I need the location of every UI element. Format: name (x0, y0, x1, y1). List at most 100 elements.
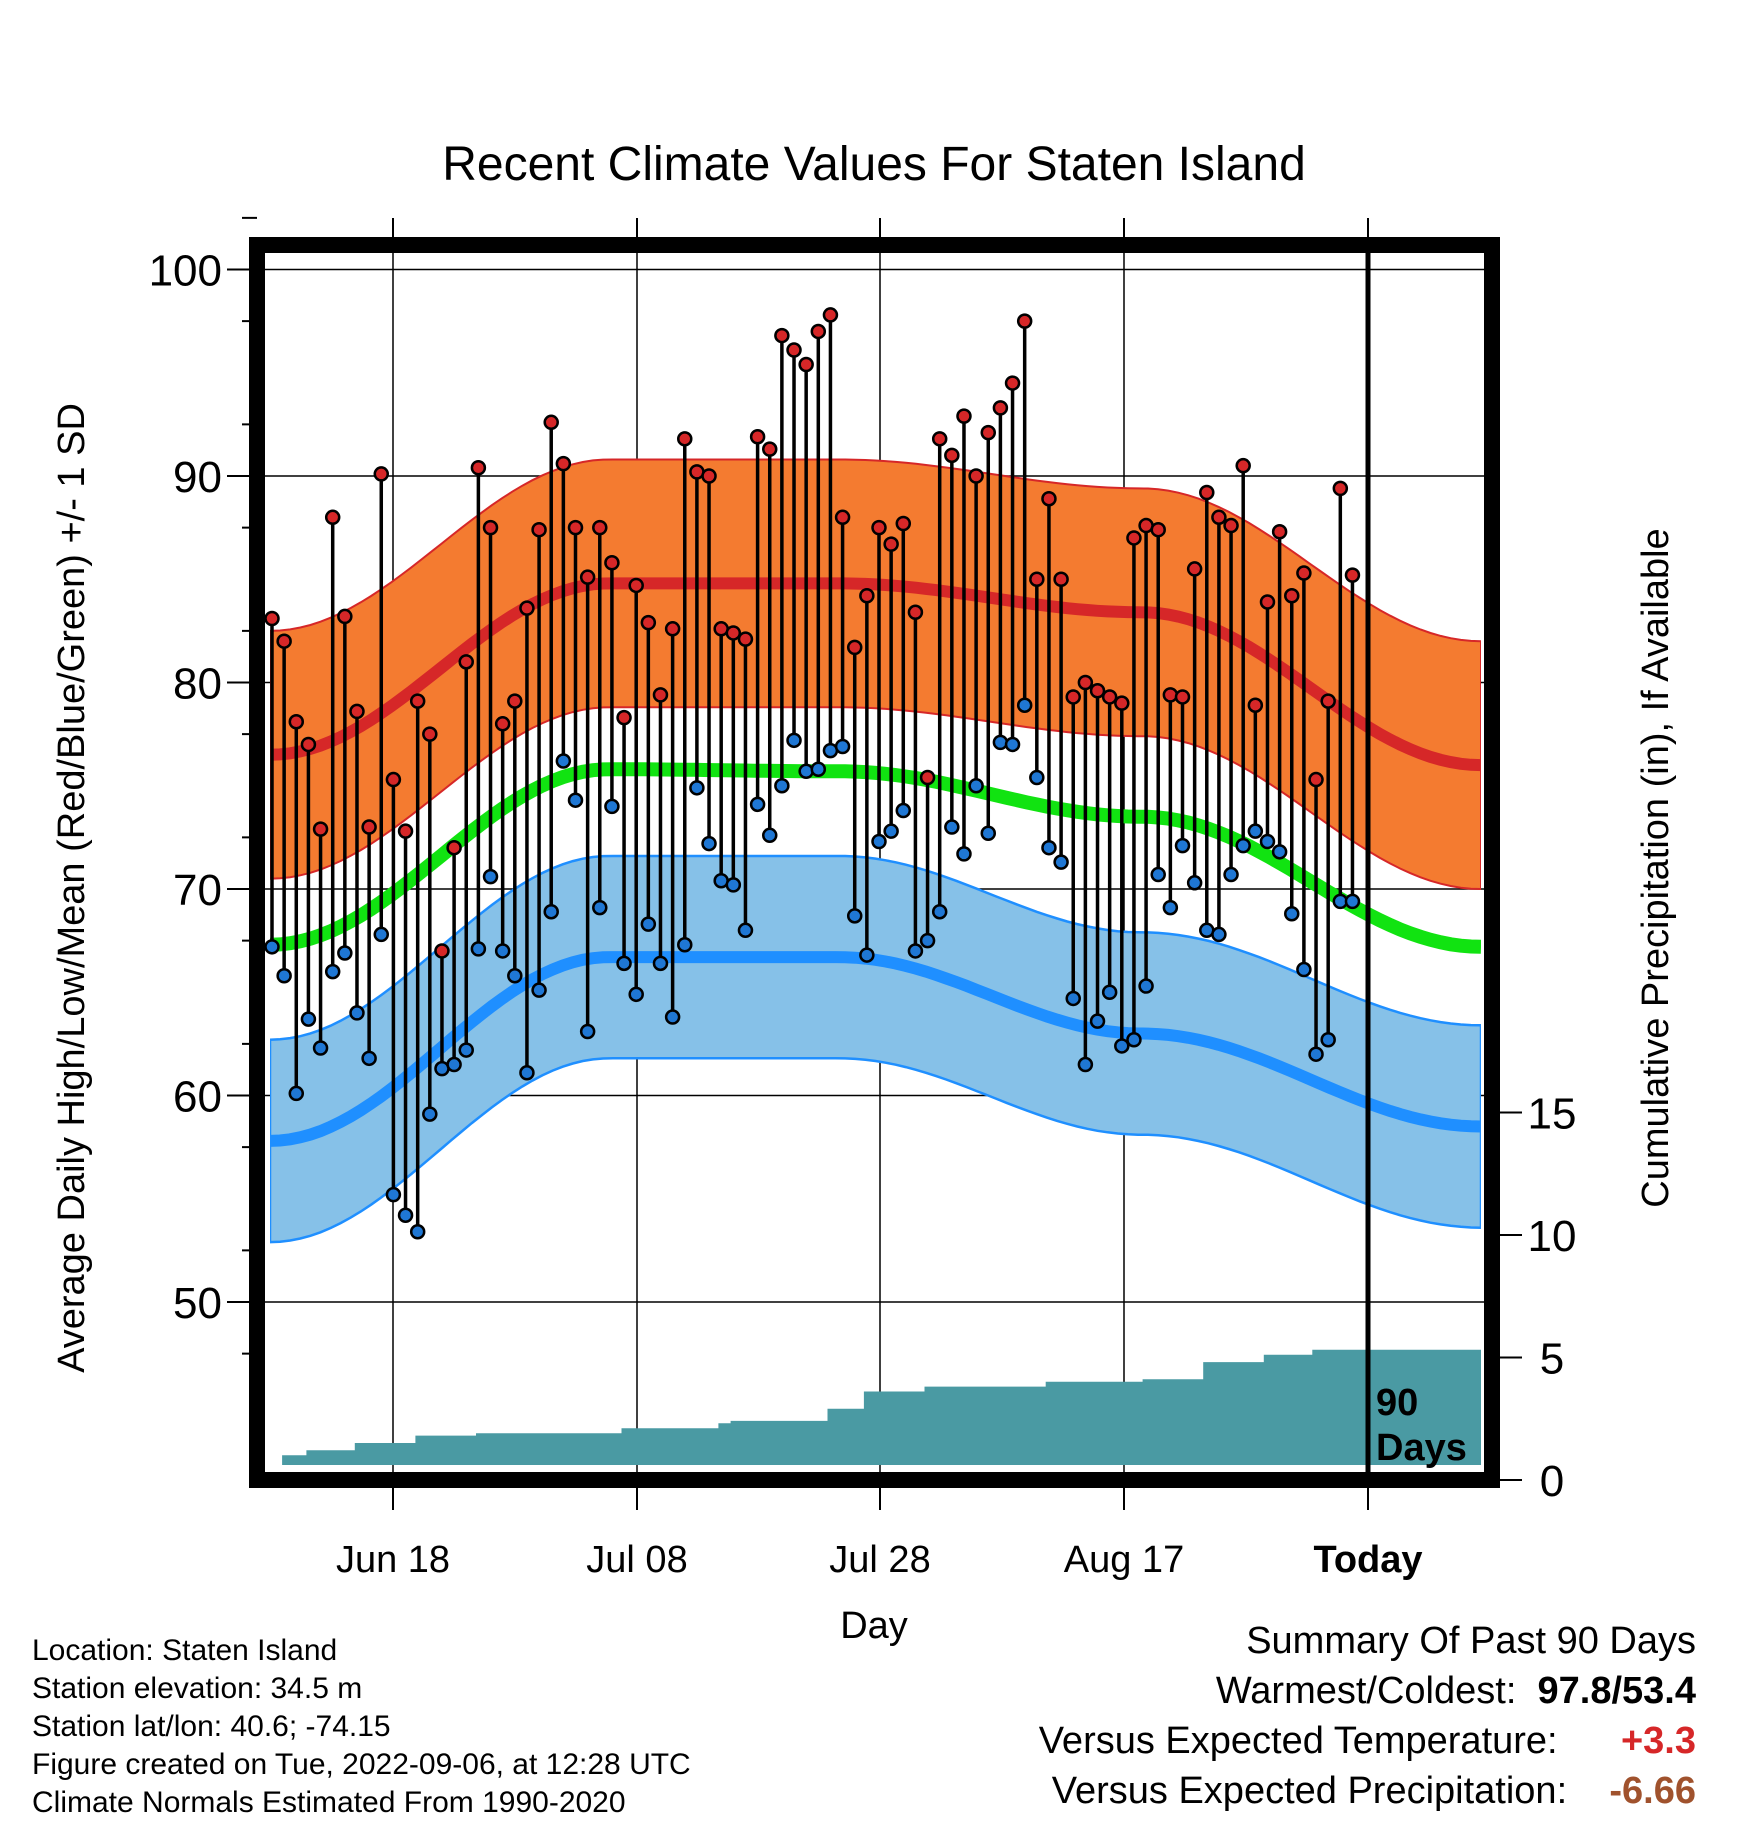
high-point (422, 726, 438, 742)
high-point (980, 424, 997, 441)
low-point (786, 732, 802, 749)
y-tick-label: 50 (173, 1279, 222, 1328)
high-point (846, 639, 863, 656)
summary-precip: Versus Expected Precipitation: -6.66 (1052, 1770, 1696, 1813)
low-point (871, 833, 887, 850)
high-point (616, 709, 632, 726)
high-point (919, 769, 936, 786)
low-point (616, 955, 632, 972)
high-point (409, 693, 426, 709)
high-point (1053, 571, 1069, 587)
low-point (507, 967, 523, 984)
y2-axis-label: Cumulative Precipitation (in), If Availa… (1635, 528, 1677, 1207)
high-point (361, 819, 377, 835)
low-point (604, 798, 620, 815)
low-point (264, 939, 280, 955)
x-tick-label: Jun 18 (336, 1539, 450, 1581)
low-point (349, 1005, 365, 1021)
low-point (664, 1009, 681, 1025)
low-point (737, 922, 754, 939)
high-point (871, 519, 887, 536)
low-point (1247, 823, 1264, 839)
y2-tick-label: 15 (1528, 1090, 1577, 1139)
low-point (944, 819, 960, 835)
low-point (1271, 844, 1288, 860)
low-point (519, 1065, 535, 1081)
high-point (859, 588, 875, 604)
low-point (834, 738, 851, 755)
high-point (786, 342, 802, 358)
low-point (652, 955, 669, 972)
high-point (1089, 683, 1106, 699)
high-point (1101, 689, 1118, 705)
low-point (276, 967, 292, 984)
high-point (1150, 521, 1166, 538)
elevation-text: Station elevation: 34.5 m (32, 1672, 363, 1705)
low-point (1126, 1031, 1142, 1048)
high-point (1077, 674, 1094, 691)
low-point (956, 846, 972, 862)
low-point (883, 823, 899, 839)
low-point (1344, 893, 1361, 910)
high-point (1271, 524, 1288, 540)
temp-value: +3.3 (1620, 1720, 1696, 1762)
latlon-text: Station lat/lon: 40.6; -74.15 (32, 1710, 391, 1743)
low-point (1077, 1056, 1094, 1073)
high-point (494, 716, 511, 732)
low-point (628, 986, 644, 1003)
high-point (1259, 594, 1276, 610)
high-point (1308, 771, 1324, 788)
warm-cold-value: 97.8/53.4 (1537, 1670, 1696, 1712)
low-point (288, 1085, 305, 1102)
high-point (628, 577, 644, 594)
high-point (288, 713, 305, 730)
high-point (385, 771, 402, 788)
low-point (1114, 1038, 1130, 1054)
high-point (1065, 689, 1081, 705)
high-point (1344, 567, 1361, 583)
high-point (834, 509, 851, 526)
normals-text: Climate Normals Estimated From 1990-2020 (32, 1786, 626, 1819)
high-point (567, 519, 584, 536)
high-point (1235, 457, 1251, 474)
low-point (980, 825, 997, 841)
high-point (1296, 565, 1312, 581)
high-point (397, 823, 414, 839)
low-point (1089, 1013, 1106, 1029)
low-point (397, 1207, 414, 1224)
low-sd-band (270, 854, 1481, 1244)
low-point (846, 908, 863, 924)
high-point (1247, 697, 1264, 713)
low-point (458, 1042, 474, 1058)
high-point (531, 521, 547, 538)
high-point (264, 610, 280, 627)
precip-value: -6.66 (1609, 1770, 1696, 1812)
low-point (640, 916, 657, 932)
summary-heading: Summary Of Past 90 Days (1246, 1620, 1696, 1662)
low-point (968, 778, 984, 794)
high-point (761, 441, 778, 457)
low-point (810, 761, 827, 777)
high-point (1186, 561, 1203, 577)
high-point (579, 569, 596, 585)
high-point (1162, 687, 1179, 703)
low-point (579, 1023, 596, 1040)
low-point (385, 1186, 402, 1203)
high-point (446, 839, 462, 856)
high-point (312, 821, 329, 837)
high-point (1211, 509, 1227, 526)
high-point (725, 625, 742, 641)
high-point (968, 468, 984, 484)
low-point (725, 877, 742, 893)
low-point (798, 763, 814, 780)
y-tick-label: 100 (149, 247, 222, 296)
low-point (1223, 866, 1239, 883)
high-point (592, 519, 608, 536)
high-point (458, 654, 474, 670)
high-point (1223, 517, 1239, 534)
x-axis-label: Day (840, 1605, 908, 1647)
y2-tick-label: 10 (1528, 1212, 1577, 1261)
high-point (1284, 588, 1300, 604)
high-point (349, 703, 365, 720)
high-point (677, 431, 693, 447)
